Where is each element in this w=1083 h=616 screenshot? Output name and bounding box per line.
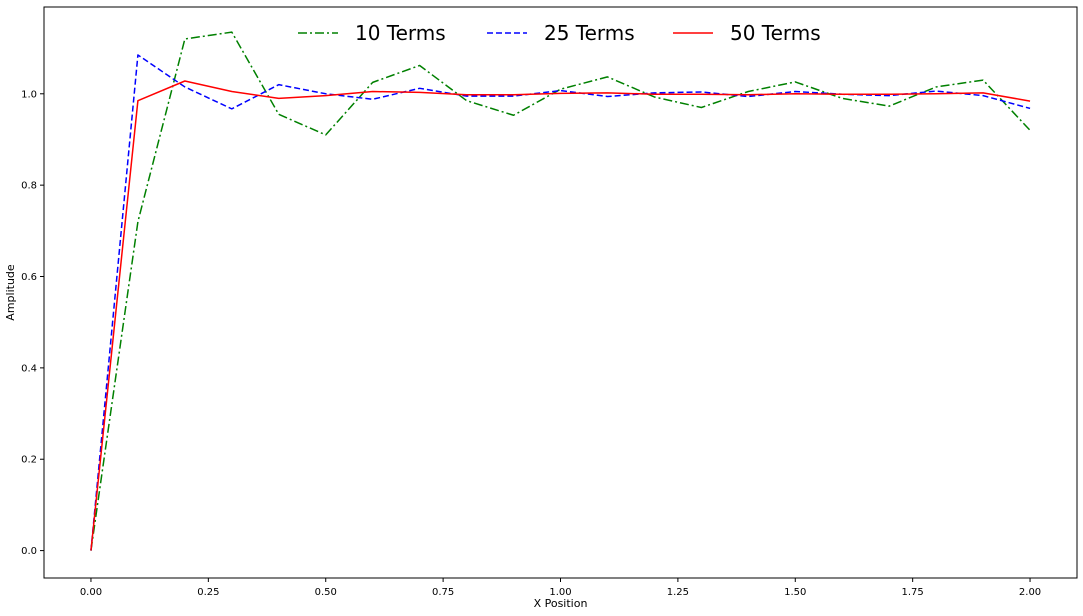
x-tick-label: 0.25	[197, 587, 219, 598]
x-tick-label: 2.00	[1019, 587, 1041, 598]
y-tick-label: 0.6	[21, 272, 37, 283]
y-tick-label: 0.8	[21, 181, 37, 192]
y-tick-label: 0.0	[21, 546, 37, 557]
legend-label-10-terms: 10 Terms	[355, 21, 446, 45]
x-tick-label: 0.50	[315, 587, 337, 598]
x-tick-label: 1.75	[902, 587, 924, 598]
y-tick-label: 0.4	[21, 363, 37, 374]
x-tick-label: 0.75	[432, 587, 454, 598]
x-axis-label: X Position	[534, 597, 588, 610]
y-tick-label: 0.2	[21, 455, 37, 466]
y-axis-label: Amplitude	[4, 264, 17, 321]
x-tick-label: 1.25	[667, 587, 689, 598]
series-line-50-terms	[90, 80, 1031, 551]
x-tick-label: 1.50	[784, 587, 806, 598]
legend: 10 Terms 25 Terms 50 Terms	[298, 21, 821, 45]
series-line-10-terms	[90, 31, 1031, 551]
legend-label-50-terms: 50 Terms	[730, 21, 821, 45]
y-tick-label: 1.0	[21, 89, 37, 100]
x-tick-label: 1.00	[549, 587, 571, 598]
x-tick-label: 0.00	[80, 587, 102, 598]
axis-ticks: 0.00 0.25 0.50 0.75 1.00 1.25 1.50 1.75 2.00 0.0 0…	[21, 89, 1041, 598]
legend-label-25-terms: 25 Terms	[544, 21, 635, 45]
plot-area	[90, 31, 1031, 551]
series-line-25-terms	[90, 54, 1031, 551]
